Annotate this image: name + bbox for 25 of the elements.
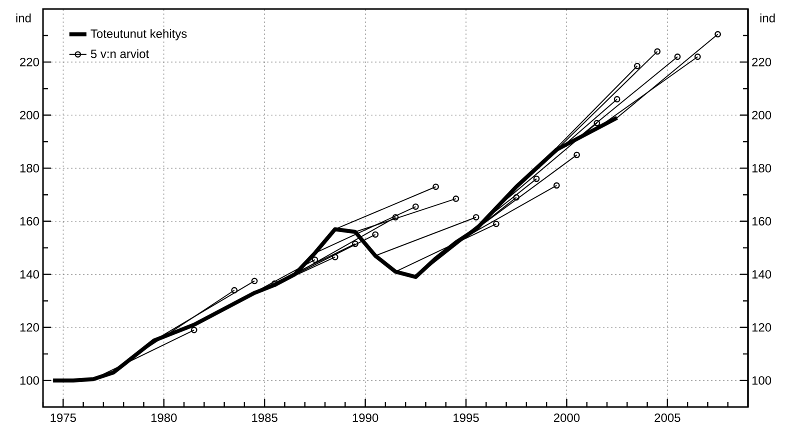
x-tick-label: 1995: [454, 414, 479, 422]
y2-tick-label: 220: [752, 58, 772, 66]
y-tick-label: 120: [20, 323, 40, 332]
y-tick-label: 140: [20, 270, 40, 279]
y-tick-label: 220: [20, 58, 40, 66]
x-tick-label: 1980: [151, 414, 177, 422]
x-tick-label: 2005: [654, 414, 680, 422]
y2-tick-label: 160: [752, 217, 772, 226]
y-tick-label: 180: [20, 164, 40, 172]
y2-tick-label: 200: [752, 110, 772, 120]
y-tick-label: 100: [20, 376, 40, 385]
x-tick-label: 2000: [554, 414, 580, 422]
y2-tick-label: 100: [752, 376, 772, 385]
y2-tick-label: 180: [752, 164, 772, 172]
legend-label: Toteutunut kehitys: [90, 29, 187, 40]
y-axis-title: ind: [16, 14, 31, 22]
y-tick-label: 160: [20, 217, 40, 226]
x-tick-label: 1990: [352, 414, 378, 422]
x-tick-label: 1975: [50, 414, 76, 422]
y2-axis-title: ind: [760, 14, 775, 22]
y2-tick-label: 120: [752, 323, 772, 332]
x-tick-label: 1985: [252, 414, 278, 422]
legend-label: 5 v:n arviot: [90, 49, 150, 58]
y2-tick-label: 140: [752, 270, 772, 279]
y-tick-label: 200: [20, 110, 40, 120]
